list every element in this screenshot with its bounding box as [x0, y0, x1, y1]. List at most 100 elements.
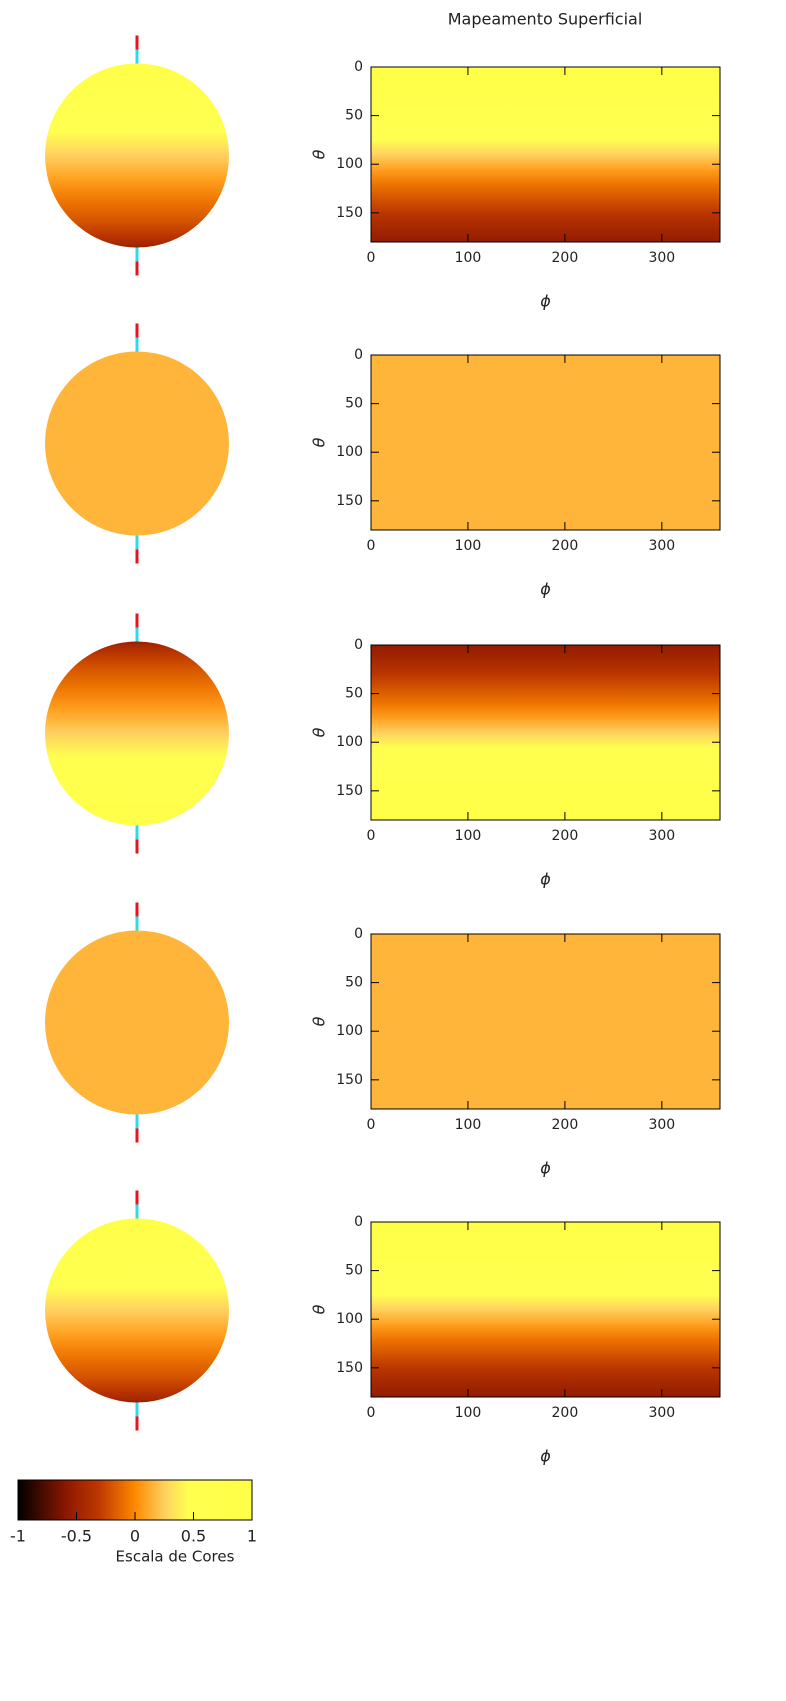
- map-band: [371, 198, 720, 214]
- map-band: [371, 1382, 720, 1398]
- plot-frame: [370, 66, 721, 243]
- x-tick-label: 0.5: [181, 1527, 206, 1546]
- y-tick-label: 100: [336, 444, 363, 460]
- y-tick-label: 100: [336, 1023, 363, 1039]
- map-band: [371, 355, 720, 531]
- y-axis-label: θ: [310, 149, 329, 159]
- axes: [370, 644, 721, 821]
- map-band: [371, 139, 720, 155]
- x-tick-label: -1: [10, 1527, 26, 1546]
- y-tick-label: 0: [354, 637, 363, 653]
- map-band: [371, 790, 720, 806]
- x-tick-label: 0: [367, 538, 376, 554]
- map-band: [371, 1251, 720, 1267]
- x-tick-label: 200: [552, 538, 579, 554]
- x-tick-label: 300: [648, 828, 675, 844]
- map-band: [371, 212, 720, 228]
- x-tick-label: 300: [648, 250, 675, 266]
- y-tick-label: 50: [345, 396, 363, 412]
- map-band: [371, 761, 720, 777]
- axes: [370, 354, 721, 531]
- plot-frame: [370, 1221, 721, 1398]
- map-band: [371, 96, 720, 112]
- x-tick-label: 200: [552, 250, 579, 266]
- colorbar-band: [64, 1480, 101, 1520]
- map-band: [371, 1294, 720, 1310]
- y-tick-label: 100: [336, 156, 363, 172]
- map-band: [371, 732, 720, 748]
- y-tick-label: 100: [336, 1311, 363, 1327]
- x-tick-label: 0: [367, 1117, 376, 1133]
- map-band: [371, 747, 720, 763]
- y-tick-label: 0: [354, 1214, 363, 1230]
- x-tick-label: 100: [455, 250, 482, 266]
- sphere: [45, 63, 229, 248]
- x-tick-label: 100: [455, 538, 482, 554]
- x-tick-label: 300: [648, 1117, 675, 1133]
- map-band: [371, 1265, 720, 1281]
- y-tick-label: 100: [336, 734, 363, 750]
- y-axis-label: θ: [310, 1304, 329, 1314]
- x-axis-label: ϕ: [540, 292, 551, 311]
- x-tick-label: 0: [367, 1405, 376, 1421]
- map-band: [371, 81, 720, 97]
- map-band: [371, 1222, 720, 1238]
- x-tick-label: 200: [552, 1405, 579, 1421]
- y-tick-label: 150: [336, 783, 363, 799]
- y-tick-label: 0: [354, 59, 363, 75]
- y-axis-label: θ: [310, 1016, 329, 1026]
- colorbar-band: [135, 1480, 165, 1520]
- y-tick-label: 150: [336, 1072, 363, 1088]
- map-band: [371, 659, 720, 675]
- chart-title: Mapeamento Superficial: [448, 10, 643, 29]
- y-tick-label: 0: [354, 926, 363, 942]
- x-tick-label: 100: [455, 828, 482, 844]
- y-axis-label: θ: [310, 727, 329, 737]
- sphere: [45, 1218, 229, 1403]
- x-axis-label: ϕ: [540, 1159, 551, 1178]
- map-band: [371, 776, 720, 792]
- colorbar-label: Escala de Cores: [116, 1548, 235, 1566]
- map-band: [371, 645, 720, 661]
- map-band: [371, 67, 720, 83]
- x-tick-label: 0: [367, 828, 376, 844]
- y-tick-label: 50: [345, 975, 363, 991]
- x-tick-label: 1: [247, 1527, 257, 1546]
- axes: [370, 66, 721, 243]
- x-tick-label: 0: [367, 250, 376, 266]
- map-band: [371, 674, 720, 690]
- map-band: [371, 688, 720, 704]
- map-band: [371, 934, 720, 1110]
- y-tick-label: 150: [336, 205, 363, 221]
- sphere: [45, 351, 229, 536]
- x-tick-label: 100: [455, 1117, 482, 1133]
- sphere: [45, 641, 229, 826]
- map-band: [371, 110, 720, 126]
- map-band: [371, 227, 720, 243]
- map-band: [371, 1309, 720, 1325]
- x-axis-label: ϕ: [540, 870, 551, 889]
- map-band: [371, 1353, 720, 1369]
- plot-frame: [370, 933, 721, 1110]
- x-tick-label: 100: [455, 1405, 482, 1421]
- map-band: [371, 805, 720, 821]
- sphere: [45, 930, 229, 1115]
- colorbar-band: [99, 1480, 136, 1520]
- colorbar-band: [18, 1480, 66, 1520]
- plot-frame: [370, 644, 721, 821]
- map-band: [371, 1367, 720, 1383]
- map-band: [371, 1236, 720, 1252]
- axes: [370, 933, 721, 1110]
- y-axis-label: θ: [310, 437, 329, 447]
- x-tick-label: 200: [552, 828, 579, 844]
- map-band: [371, 154, 720, 170]
- x-tick-label: 300: [648, 1405, 675, 1421]
- colorbar-band: [164, 1480, 189, 1520]
- map-band: [371, 183, 720, 199]
- y-tick-label: 0: [354, 347, 363, 363]
- colorbar-band: [187, 1480, 253, 1520]
- y-tick-label: 50: [345, 108, 363, 124]
- y-tick-label: 50: [345, 1263, 363, 1279]
